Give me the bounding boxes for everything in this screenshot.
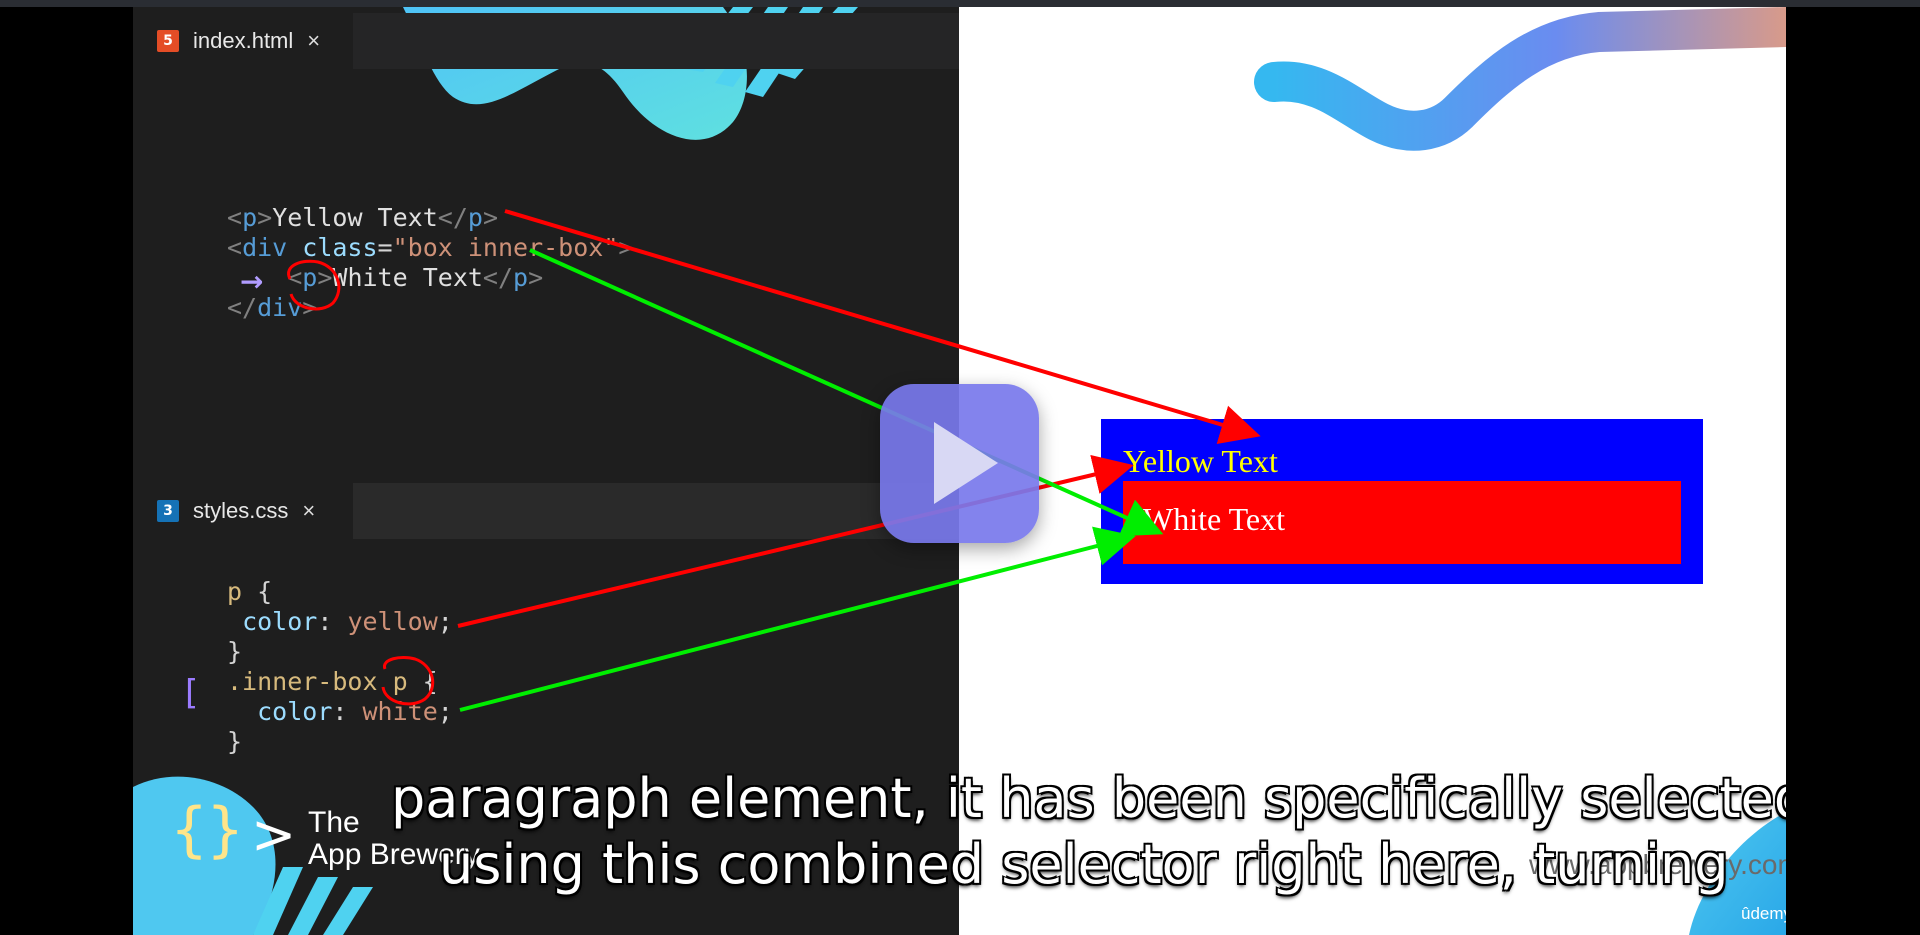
close-icon[interactable]: × (307, 28, 321, 53)
inner-box: White Text (1123, 481, 1681, 564)
code-line-6: } (227, 727, 243, 756)
tab-label: styles.css (193, 498, 289, 523)
chevron-right-icon: > (251, 803, 297, 866)
logo-text-line1: The (308, 806, 360, 839)
bracket-marker-icon: [ (185, 673, 199, 713)
css-code-block[interactable]: p { color: yellow; } .inner-box p { colo… (227, 577, 453, 757)
code-editor-pane: 5 index.html × → <p>Yellow Text</p> <div… (133, 7, 959, 935)
circle-annotation (287, 259, 341, 311)
decorative-shapes (1254, 7, 1786, 935)
app-brewery-logo: {} (171, 795, 244, 865)
play-button[interactable] (880, 384, 1039, 543)
subtitle-line-1: paragraph element, it has been specifica… (391, 767, 1786, 830)
css-tab-bar: 3 styles.css × (133, 483, 959, 539)
white-text: White Text (1143, 501, 1286, 537)
tab-index-html[interactable]: 5 index.html × (133, 13, 353, 69)
subtitle-line-2: using this combined selector right here,… (439, 833, 1729, 896)
code-line-2: color: yellow; (242, 607, 453, 636)
line-pointer-arrow-icon: → (240, 265, 264, 298)
tab-styles-css[interactable]: 3 styles.css × (133, 483, 353, 539)
code-line-1: p { (227, 577, 273, 606)
yellow-text: Yellow Text (1123, 443, 1278, 479)
green-arrow-1 (529, 248, 1164, 537)
logo-text: The App Brewery (308, 807, 480, 871)
red-arrow-1 (504, 209, 1261, 445)
close-icon[interactable]: × (302, 498, 316, 523)
code-line-4: .inner-box p { (227, 667, 438, 696)
css3-icon: 3 (157, 500, 179, 522)
outer-paragraph-box: Yellow Text White Text (1101, 419, 1703, 584)
website-url: www.appbrewery.com (1529, 849, 1786, 880)
tab-label: index.html (193, 28, 294, 53)
code-line-3: } (227, 637, 243, 666)
html5-icon: 5 (157, 30, 179, 52)
code-line-5: color: white; (257, 697, 453, 726)
play-icon (934, 422, 998, 504)
code-line-4: </div> (227, 293, 318, 322)
code-line-3: <p>White Text</p> (287, 263, 544, 292)
code-line-2: <div class="box inner-box"> (227, 233, 633, 262)
top-bar (0, 0, 1920, 7)
circle-annotation (381, 655, 435, 706)
video-frame[interactable]: 5 index.html × → <p>Yellow Text</p> <div… (133, 7, 1786, 935)
code-line-1: <p>Yellow Text</p> (227, 203, 498, 232)
udemy-logo: ûdemy (1741, 904, 1786, 923)
html-tab-bar: 5 index.html × (133, 13, 959, 69)
logo-text-line2: App Brewery (308, 838, 480, 871)
green-arrow-2 (459, 526, 1136, 712)
html-code-block[interactable]: <p>Yellow Text</p> <div class="box inner… (227, 203, 633, 323)
